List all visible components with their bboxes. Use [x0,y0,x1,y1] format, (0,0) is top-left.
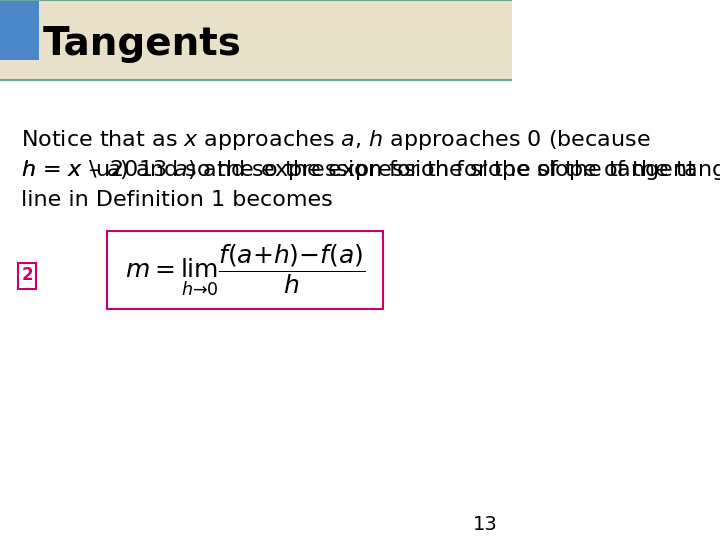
Text: Tangents: Tangents [42,25,241,63]
FancyBboxPatch shape [18,263,36,289]
Text: line in Definition 1 becomes: line in Definition 1 becomes [22,190,333,210]
Text: $m = \lim_{h \to 0} \dfrac{f(a + h) - f(a)}{h}$: $m = \lim_{h \to 0} \dfrac{f(a + h) - f(… [125,242,366,298]
Text: Notice that as $x$ approaches $a$, $h$ approaches 0 (because: Notice that as $x$ approaches $a$, $h$ a… [22,128,651,152]
FancyBboxPatch shape [0,0,512,80]
Text: $h$ = $x$ – $a$) and so the expression for the slope of the tangent: $h$ = $x$ – $a$) and so the expression f… [22,158,697,182]
Text: 2: 2 [21,266,33,284]
FancyBboxPatch shape [107,231,383,309]
Text: 13: 13 [473,516,498,535]
FancyBboxPatch shape [0,0,39,60]
Text: $h$ = $x$ \u2013 $a$) and so the expression for the slope of the tangent: $h$ = $x$ \u2013 $a$) and so the express… [22,158,720,182]
